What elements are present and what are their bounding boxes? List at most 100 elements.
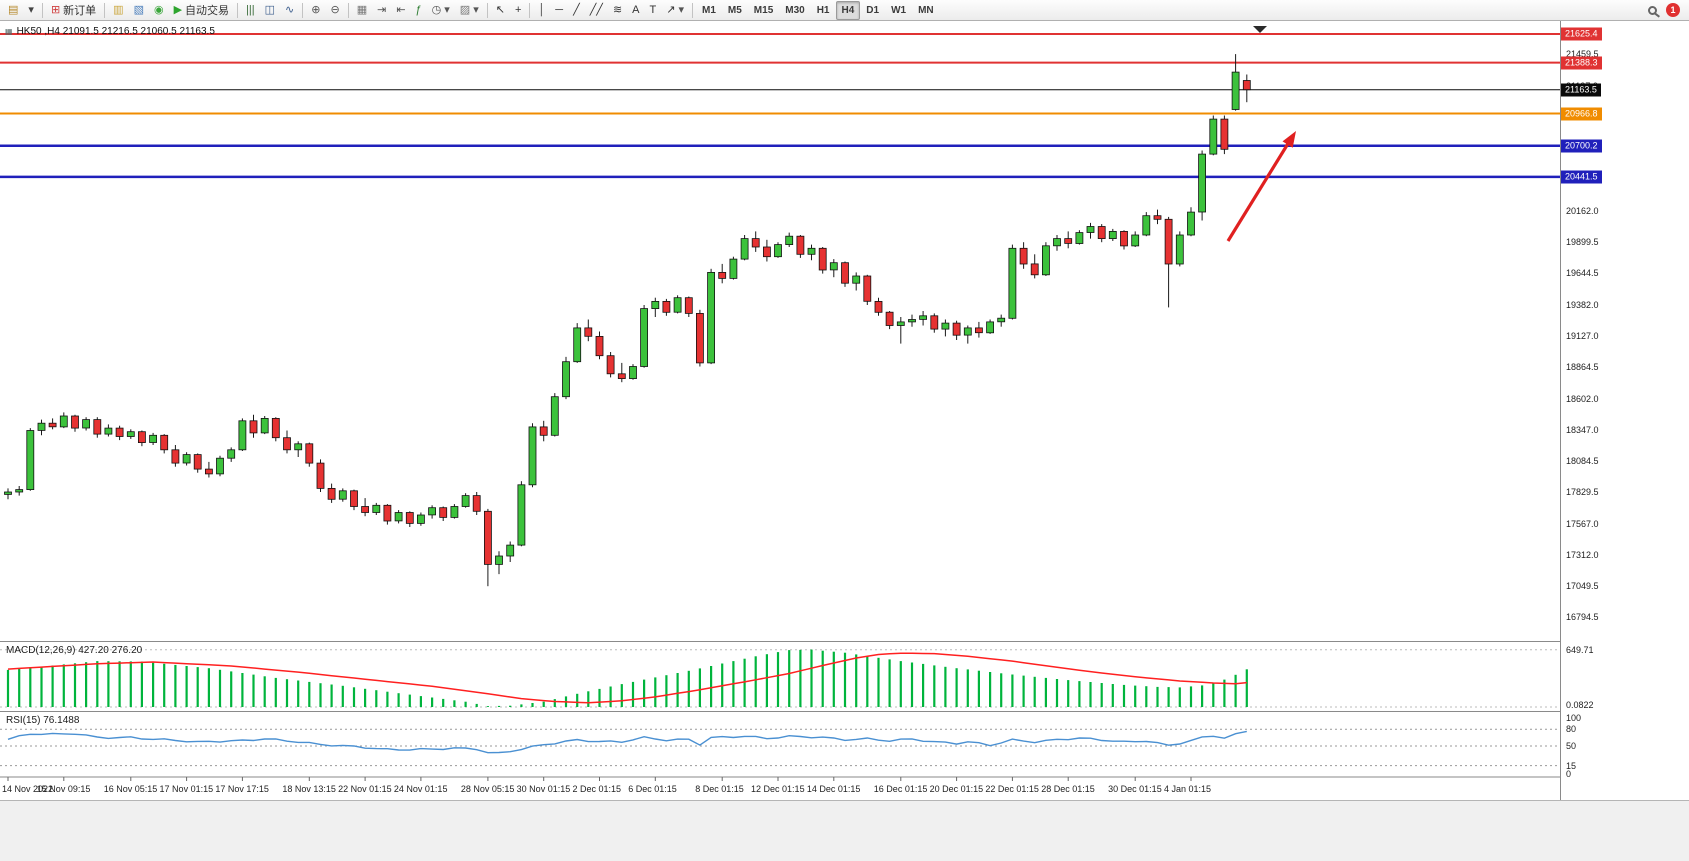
candle [1131,234,1140,247]
zoom-out-button[interactable]: ⊖ [325,1,344,20]
auto-scroll-button[interactable]: ⇥ [372,1,391,20]
candle [26,430,35,490]
price-line-label: 20700.2 [1561,139,1602,153]
label-tool-button[interactable]: T [645,1,662,20]
timeframe-m5-button[interactable]: M5 [727,4,742,16]
channel-tool-button[interactable]: ╱╱ [585,1,608,20]
candle [1164,218,1173,265]
candle [104,427,113,435]
price-axis[interactable]: 21459.521197.020942.020679.520424.520162… [1560,21,1689,800]
auto-scroll-icon: ⇥ [377,3,387,16]
candle [506,544,515,557]
time-axis[interactable]: 14 Nov 2022 15 Nov 09:15 16 Nov 05:15 17 No… [0,777,1560,800]
candle [1042,245,1050,276]
timeframe-m30-button[interactable]: M30 [785,4,805,16]
templates-button[interactable]: ▨ ▾ [455,1,484,20]
price-tick: 19127.0 [1566,330,1599,341]
candle [863,275,872,302]
rsi-indicator-label: RSI(15) 76.1488 [6,715,80,726]
candle [1175,234,1184,265]
timeframe-d1-button[interactable]: D1 [866,4,880,16]
macd-indicator [0,649,1560,708]
workspace-background [0,800,1689,861]
trendline-tool-button[interactable]: ╱ [568,1,585,20]
candle [1198,153,1206,213]
candlestick-series [4,54,1251,587]
price-line-label: 20966.8 [1561,107,1602,120]
trend-arrow-annotation[interactable] [1226,131,1296,242]
market-watch-button[interactable]: ▥ [108,1,128,20]
candle [919,315,927,320]
crosshair-tool-icon: + [514,3,522,16]
new-order-button[interactable]: ⊞ 新订单 [46,1,101,20]
tile-windows-icon: ▦ [356,3,368,16]
bar-chart-button[interactable]: ||| [241,1,260,20]
cursor-tool-button[interactable]: ↖ [491,1,510,20]
tile-windows-button[interactable]: ▦ [352,1,372,20]
candle [997,317,1006,323]
text-tool-button[interactable]: A [627,1,644,20]
timeframe-w1-button[interactable]: W1 [891,4,907,16]
candle [729,258,738,279]
candle [640,308,648,367]
timeframe-mn-button[interactable]: MN [918,4,934,16]
timeframe-h4-button[interactable]: H4 [835,0,861,20]
vertical-line-tool-button[interactable]: │ [533,1,550,20]
terminal-button[interactable]: ◉ [149,1,169,20]
time-label: 18 Nov 13:15 [282,784,336,794]
new-chart-button[interactable]: ▤ [3,1,23,20]
chart-shift-marker[interactable] [1253,26,1267,33]
candle [294,443,303,451]
candle [1008,247,1017,319]
chart-shift-button[interactable]: ⇤ [391,1,410,20]
time-label: 22 Nov 01:15 [338,784,392,794]
timeframe-m15-button[interactable]: M15 [753,4,774,16]
time-label: 8 Dec 01:15 [695,784,744,794]
candle [896,321,905,326]
navigator-button[interactable]: ▧ [129,1,149,20]
candle [115,427,124,437]
fibonacci-tool-button[interactable]: ≋ [608,1,627,20]
candle [573,327,582,363]
price-tick: 20162.0 [1566,205,1599,216]
candle [361,506,370,513]
candle [930,315,939,330]
periods-button[interactable]: ◷ ▾ [427,1,455,20]
timeframe-m1-button[interactable]: M1 [701,4,716,16]
candle [517,484,526,546]
chart-dropdown-button[interactable]: ▾ [23,1,39,20]
price-tick: 17312.0 [1566,549,1599,560]
chart-window[interactable]: ▦ HK50 ,H4 21091.5 21216.5 21060.5 21163… [0,21,1689,800]
notification-badge[interactable]: 1 [1666,3,1680,17]
candle-chart-button[interactable]: ◫ [260,1,280,20]
candle [751,238,760,248]
crosshair-tool-button[interactable]: + [510,1,526,20]
price-tick: 21459.5 [1566,49,1599,59]
candle [350,490,358,507]
candle [1053,238,1061,247]
toolbar-separator [302,2,304,18]
indicators-button[interactable]: ƒ [411,1,427,20]
macd-scale-min: 0.0822 [1566,700,1594,710]
candle [963,327,972,336]
candle [1187,211,1195,236]
candle [93,419,102,435]
candle [327,487,336,500]
candle [629,366,637,380]
candle [606,355,615,375]
candle [1142,215,1151,236]
main-toolbar: ▤ ▾ ⊞ 新订单 ▥ ▧ ◉ ▶ 自动交易 ||| ◫ ∿ ⊕ ⊖ ▦ ⇥ ⇤ ƒ ◷ ▾ ▨ ▾ ↖ + │ ─ ╱ ╱╱ ≋ A T ↗… [0,0,1689,21]
candle [394,512,403,522]
time-label: 2 Dec 01:15 [572,784,622,794]
candle [37,422,46,431]
chart-canvas[interactable] [0,21,1560,800]
arrows-tool-button[interactable]: ↗ ▾ [661,1,689,20]
auto-trading-button[interactable]: ▶ 自动交易 [169,1,234,20]
timeframe-h1-button[interactable]: H1 [816,4,830,16]
line-chart-button[interactable]: ∿ [280,1,299,20]
zoom-in-button[interactable]: ⊕ [306,1,325,20]
search-icon[interactable] [1648,5,1657,15]
candle [1220,118,1229,150]
horizontal-line-tool-button[interactable]: ─ [550,1,568,20]
time-label: 4 Jan 01:15 [1163,784,1211,794]
